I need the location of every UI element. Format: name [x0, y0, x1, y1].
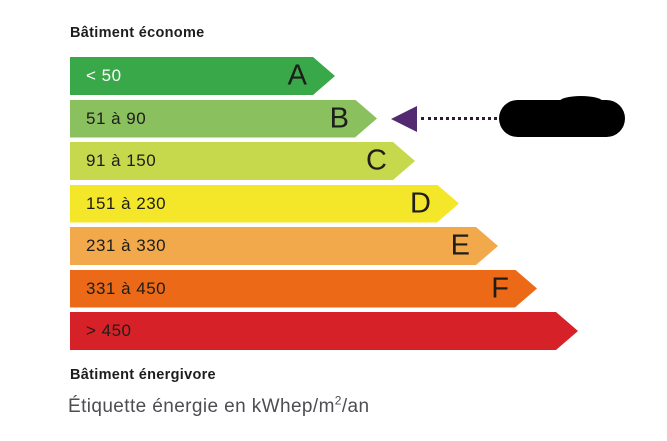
energy-bar-row-f: 331 à 450 F [70, 270, 630, 308]
redacted-value-blob [499, 96, 625, 137]
energy-bar-e: 231 à 330 E [70, 227, 498, 265]
range-label: 151 à 230 [86, 193, 167, 213]
energy-bar-f: 331 à 450 F [70, 270, 537, 308]
energy-bar-row-e: 231 à 330 E [70, 227, 630, 265]
range-label: > 450 [86, 321, 132, 340]
energy-bar-a: < 50 A [70, 57, 335, 95]
indicator-dotted-line [421, 117, 497, 120]
caption-prefix: Étiquette énergie en kWhep/m [68, 396, 335, 417]
energy-bar-c: 91 à 150 C [70, 142, 415, 180]
rating-letter: C [366, 144, 387, 177]
current-rating-indicator [391, 96, 625, 138]
rating-letter: F [491, 272, 509, 304]
range-label: 331 à 450 [86, 278, 167, 298]
energy-bar-row-g: > 450 [70, 312, 630, 350]
rating-letter: D [410, 187, 431, 219]
caption-suffix: /an [341, 396, 370, 417]
range-label: < 50 [86, 66, 122, 85]
indicator-arrow-icon [391, 105, 417, 132]
energy-bar-d: 151 à 230 D [70, 185, 459, 223]
energy-bar-row-a: < 50 A [70, 57, 630, 95]
scale-caption: Étiquette énergie en kWhep/m2/an [68, 393, 370, 418]
energy-bar-row-d: 151 à 230 D [70, 185, 630, 223]
energy-rating-scale: < 50 A 51 à 90 B 91 à 150 C 151 à 23 [70, 57, 630, 355]
energy-intensive-building-label: Bâtiment énergivore [70, 367, 216, 383]
energy-bar-g: > 450 [70, 312, 578, 350]
energy-bar-row-b: 51 à 90 B [70, 96, 630, 138]
rating-letter: B [329, 102, 349, 134]
caption-superscript: 2 [334, 393, 342, 408]
range-label: 51 à 90 [86, 108, 147, 128]
energy-bar-b: 51 à 90 B [70, 100, 377, 138]
energy-bar-row-c: 91 à 150 C [70, 142, 630, 180]
economical-building-label: Bâtiment économe [70, 25, 205, 41]
rating-letter: E [450, 229, 470, 262]
range-label: 91 à 150 [86, 151, 157, 170]
rating-letter: A [287, 59, 307, 92]
range-label: 231 à 330 [86, 236, 167, 255]
